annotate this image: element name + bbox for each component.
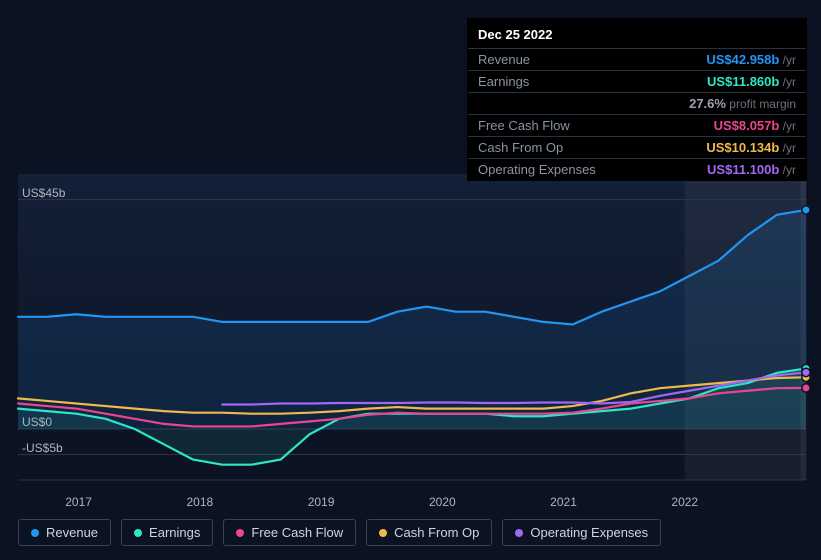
tooltip-row-value: US$8.057b bbox=[714, 118, 780, 133]
legend-item-revenue[interactable]: Revenue bbox=[18, 519, 111, 546]
tooltip-row-value: US$10.134b bbox=[706, 140, 779, 155]
legend-item-label: Earnings bbox=[149, 525, 200, 540]
legend-item-label: Cash From Op bbox=[394, 525, 479, 540]
tooltip-row-suffix: /yr bbox=[779, 75, 796, 89]
tooltip-row-value: US$11.860b bbox=[707, 74, 779, 89]
tooltip-row: 27.6% profit margin bbox=[468, 93, 806, 115]
tooltip-row-suffix: profit margin bbox=[726, 97, 796, 111]
legend-item-earnings[interactable]: Earnings bbox=[121, 519, 213, 546]
x-axis-label: 2020 bbox=[429, 495, 456, 509]
tooltip-row-value: US$11.100b bbox=[707, 162, 779, 177]
tooltip-row: Earnings US$11.860b /yr bbox=[468, 71, 806, 93]
x-axis-label: 2017 bbox=[65, 495, 92, 509]
legend-item-opex[interactable]: Operating Expenses bbox=[502, 519, 661, 546]
tooltip-row-label: Operating Expenses bbox=[478, 162, 596, 177]
y-axis-label: US$0 bbox=[22, 415, 52, 429]
tooltip-row-suffix: /yr bbox=[779, 53, 796, 67]
y-axis-label: US$45b bbox=[22, 186, 65, 200]
legend-item-label: Revenue bbox=[46, 525, 98, 540]
chart-tooltip: Dec 25 2022 RevenueUS$42.958b /yrEarning… bbox=[467, 18, 807, 181]
legend-dot-icon bbox=[31, 529, 39, 537]
legend-dot-icon bbox=[515, 529, 523, 537]
chart-legend: Revenue Earnings Free Cash Flow Cash From O… bbox=[18, 519, 661, 546]
tooltip-row-label: Free Cash Flow bbox=[478, 118, 570, 133]
tooltip-date: Dec 25 2022 bbox=[468, 19, 806, 49]
tooltip-row: Operating Expenses US$11.100b /yr bbox=[468, 159, 806, 180]
x-axis-label: 2022 bbox=[671, 495, 698, 509]
tooltip-row-value: US$42.958b bbox=[706, 52, 779, 67]
legend-item-fcf[interactable]: Free Cash Flow bbox=[223, 519, 356, 546]
y-axis-label: -US$5b bbox=[22, 441, 63, 455]
tooltip-row-label: Cash From Op bbox=[478, 140, 563, 155]
tooltip-row-suffix: /yr bbox=[779, 163, 796, 177]
tooltip-row-value: 27.6% bbox=[689, 96, 726, 111]
legend-dot-icon bbox=[379, 529, 387, 537]
tooltip-row-suffix: /yr bbox=[779, 119, 796, 133]
tooltip-row: Revenue US$42.958b /yr bbox=[468, 49, 806, 71]
tooltip-row: Free Cash Flow US$8.057b /yr bbox=[468, 115, 806, 137]
x-axis-label: 2021 bbox=[550, 495, 577, 509]
x-axis-label: 2019 bbox=[308, 495, 335, 509]
tooltip-row-suffix: /yr bbox=[779, 141, 796, 155]
legend-dot-icon bbox=[134, 529, 142, 537]
legend-item-label: Operating Expenses bbox=[530, 525, 648, 540]
legend-item-label: Free Cash Flow bbox=[251, 525, 343, 540]
tooltip-row: Cash From Op US$10.134b /yr bbox=[468, 137, 806, 159]
tooltip-row-label: Revenue bbox=[478, 52, 530, 67]
legend-dot-icon bbox=[236, 529, 244, 537]
legend-item-cfo[interactable]: Cash From Op bbox=[366, 519, 492, 546]
x-axis-label: 2018 bbox=[186, 495, 213, 509]
tooltip-row-label: Earnings bbox=[478, 74, 529, 89]
